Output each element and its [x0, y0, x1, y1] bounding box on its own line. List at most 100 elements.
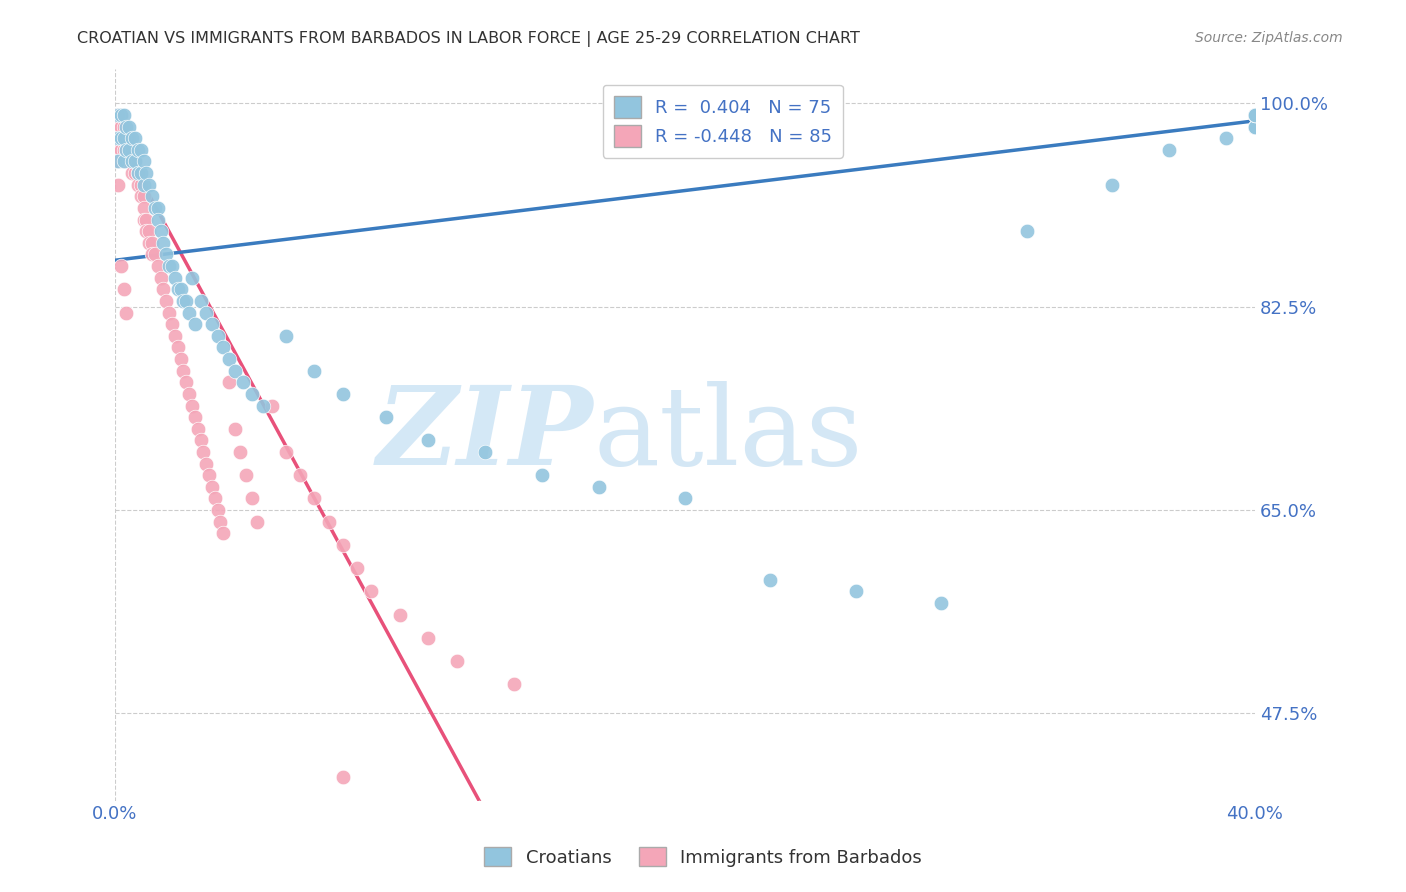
Point — [172, 364, 194, 378]
Point — [446, 654, 468, 668]
Point — [240, 387, 263, 401]
Text: ZIP: ZIP — [377, 381, 593, 488]
Point — [110, 259, 132, 273]
Point — [110, 131, 132, 145]
Point — [112, 154, 135, 169]
Point — [931, 596, 953, 610]
Legend: R =  0.404   N = 75, R = -0.448   N = 85: R = 0.404 N = 75, R = -0.448 N = 85 — [603, 85, 844, 158]
Point — [115, 154, 138, 169]
Point — [360, 584, 382, 599]
Point — [274, 445, 297, 459]
Point — [332, 387, 354, 401]
Point — [124, 154, 146, 169]
Point — [118, 154, 141, 169]
Point — [107, 108, 129, 122]
Point — [138, 178, 160, 192]
Point — [157, 305, 180, 319]
Point — [166, 340, 188, 354]
Point — [759, 573, 782, 587]
Point — [190, 293, 212, 308]
Point — [179, 387, 201, 401]
Point — [146, 259, 169, 273]
Point — [274, 328, 297, 343]
Point — [143, 247, 166, 261]
Point — [110, 120, 132, 134]
Point — [112, 131, 135, 145]
Point — [112, 154, 135, 169]
Point — [132, 178, 155, 192]
Point — [212, 526, 235, 541]
Point — [1244, 108, 1267, 122]
Point — [138, 235, 160, 250]
Point — [160, 259, 183, 273]
Point — [1244, 108, 1267, 122]
Point — [163, 270, 186, 285]
Point — [290, 468, 312, 483]
Point — [121, 166, 143, 180]
Point — [187, 422, 209, 436]
Point — [201, 480, 224, 494]
Point — [118, 120, 141, 134]
Point — [110, 108, 132, 122]
Point — [135, 224, 157, 238]
Point — [179, 305, 201, 319]
Point — [1159, 143, 1181, 157]
Point — [107, 108, 129, 122]
Point — [157, 259, 180, 273]
Point — [169, 352, 191, 367]
Point — [1244, 120, 1267, 134]
Legend: Croatians, Immigrants from Barbados: Croatians, Immigrants from Barbados — [477, 840, 929, 874]
Point — [115, 131, 138, 145]
Point — [112, 108, 135, 122]
Point — [232, 376, 254, 390]
Point — [1215, 131, 1237, 145]
Point — [374, 410, 396, 425]
Point — [121, 131, 143, 145]
Point — [127, 166, 149, 180]
Point — [1244, 120, 1267, 134]
Point — [152, 282, 174, 296]
Point — [190, 434, 212, 448]
Text: Source: ZipAtlas.com: Source: ZipAtlas.com — [1195, 31, 1343, 45]
Point — [246, 515, 269, 529]
Point — [229, 445, 252, 459]
Point — [146, 201, 169, 215]
Point — [129, 143, 152, 157]
Point — [118, 143, 141, 157]
Point — [110, 143, 132, 157]
Point — [304, 364, 326, 378]
Text: CROATIAN VS IMMIGRANTS FROM BARBADOS IN LABOR FORCE | AGE 25-29 CORRELATION CHAR: CROATIAN VS IMMIGRANTS FROM BARBADOS IN … — [77, 31, 860, 47]
Point — [1101, 178, 1123, 192]
Point — [204, 491, 226, 506]
Point — [240, 491, 263, 506]
Point — [124, 166, 146, 180]
Point — [388, 607, 411, 622]
Point — [143, 201, 166, 215]
Point — [1244, 120, 1267, 134]
Point — [174, 376, 197, 390]
Point — [112, 282, 135, 296]
Point — [201, 317, 224, 331]
Point — [107, 143, 129, 157]
Point — [195, 457, 218, 471]
Point — [169, 282, 191, 296]
Point — [346, 561, 368, 575]
Point — [332, 538, 354, 552]
Point — [503, 677, 526, 691]
Point — [218, 352, 240, 367]
Point — [110, 131, 132, 145]
Point — [112, 120, 135, 134]
Point — [673, 491, 696, 506]
Point — [184, 410, 207, 425]
Point — [184, 317, 207, 331]
Point — [418, 434, 440, 448]
Point — [152, 235, 174, 250]
Point — [588, 480, 610, 494]
Point — [132, 189, 155, 203]
Point — [160, 317, 183, 331]
Point — [107, 154, 129, 169]
Point — [118, 143, 141, 157]
Point — [115, 143, 138, 157]
Point — [121, 154, 143, 169]
Point — [1015, 224, 1038, 238]
